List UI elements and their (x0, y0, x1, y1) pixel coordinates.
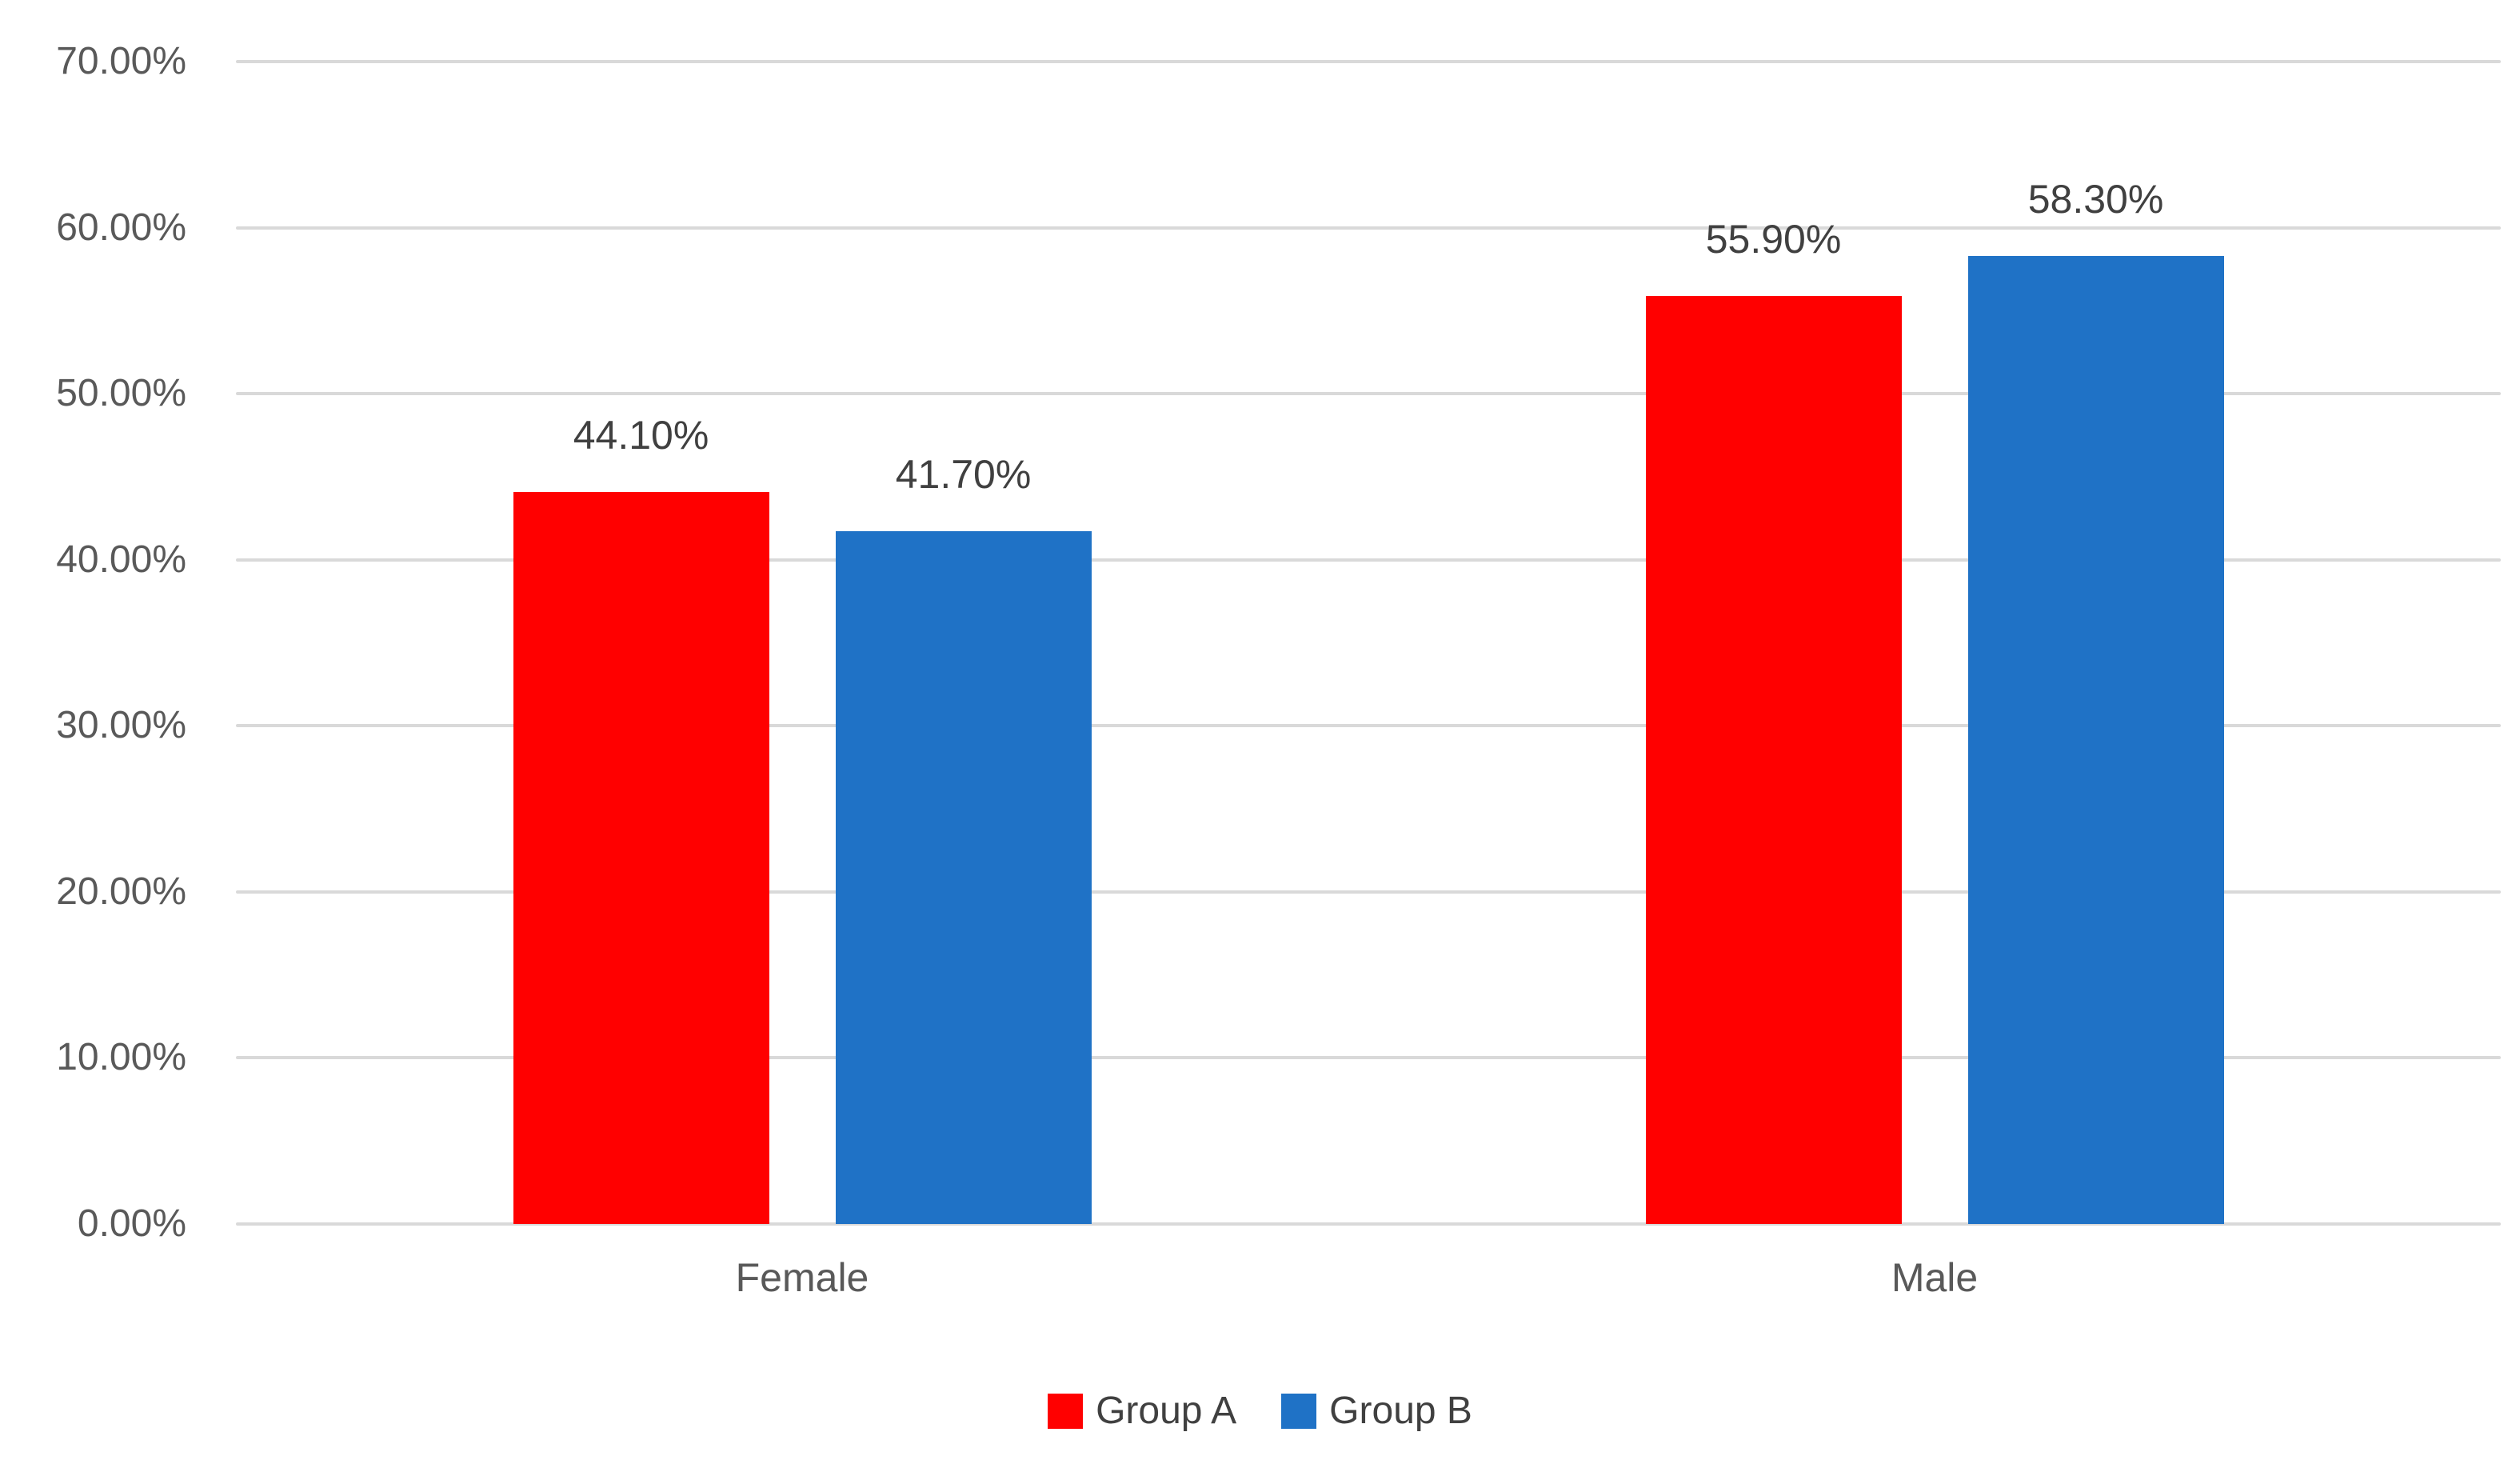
bar-group-a-female (513, 491, 769, 1224)
data-label: 41.70% (895, 452, 1032, 498)
bar-group-a-male (1645, 295, 1902, 1224)
bar-group-b-female (835, 531, 1092, 1224)
bar-group-b-male (1967, 255, 2224, 1224)
legend-label: Group A (1096, 1390, 1237, 1432)
legend-swatch-icon (1281, 1394, 1317, 1429)
data-label: 58.30% (2027, 176, 2164, 222)
gridline (236, 226, 2501, 230)
y-axis-tick-label: 70.00% (56, 40, 186, 82)
data-label: 55.90% (1705, 216, 1842, 262)
x-axis-category-label: Female (735, 1255, 869, 1300)
x-axis-category-label: Male (1891, 1255, 1979, 1300)
gridline (236, 60, 2501, 63)
y-axis-tick-label: 60.00% (56, 206, 186, 249)
gridline (236, 1056, 2501, 1060)
legend: Group A Group B (0, 1390, 2520, 1432)
legend-item-group-a: Group A (1048, 1390, 1236, 1432)
y-axis-tick-label: 50.00% (56, 372, 186, 415)
plot-area: 44.10% 41.70% 55.90% 58.30% (236, 60, 2501, 1226)
legend-label: Group B (1329, 1390, 1472, 1432)
y-axis-tick-label: 30.00% (56, 704, 186, 747)
gridline (236, 724, 2501, 728)
gridline (236, 890, 2501, 894)
gridline (236, 1222, 2501, 1226)
y-axis-tick-label: 0.00% (77, 1202, 186, 1245)
legend-item-group-b: Group B (1281, 1390, 1472, 1432)
y-axis-tick-label: 20.00% (56, 870, 186, 913)
gridline (236, 558, 2501, 562)
y-axis-tick-label: 40.00% (56, 538, 186, 581)
y-axis-tick-label: 10.00% (56, 1036, 186, 1079)
gridline (236, 392, 2501, 396)
legend-swatch-icon (1048, 1394, 1084, 1429)
data-label: 44.10% (573, 412, 709, 458)
